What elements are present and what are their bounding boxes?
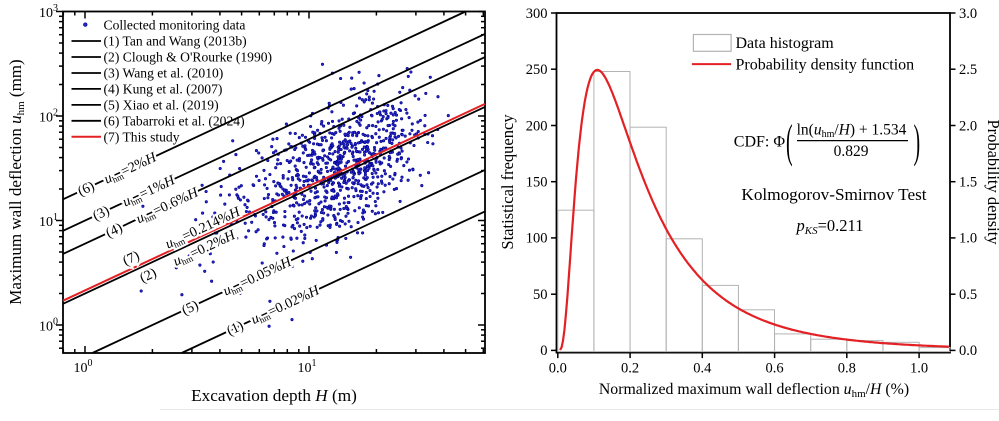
svg-text:103: 103 — [39, 3, 58, 21]
svg-text:Collected monitoring data: Collected monitoring data — [104, 18, 246, 33]
svg-text:(6): (6) — [75, 178, 97, 200]
svg-text:uhm=0.05%H: uhm=0.05%H — [221, 254, 295, 300]
svg-text:0.8: 0.8 — [838, 361, 856, 377]
svg-text:200: 200 — [526, 118, 548, 134]
svg-text:100: 100 — [39, 317, 58, 335]
svg-text:0: 0 — [540, 343, 547, 359]
svg-text:102: 102 — [39, 108, 58, 126]
svg-text:Probability density function: Probability density function — [736, 57, 915, 74]
svg-text:0.2: 0.2 — [621, 361, 639, 377]
svg-text:(: ( — [786, 115, 793, 167]
svg-text:(7): (7) — [120, 248, 142, 270]
svg-text:1.5: 1.5 — [959, 175, 977, 191]
svg-text:100: 100 — [74, 358, 93, 376]
svg-text:uhm=0.02%H: uhm=0.02%H — [249, 282, 323, 328]
svg-text:(3): (3) — [90, 203, 112, 225]
svg-text:300: 300 — [526, 6, 548, 22]
svg-text:101: 101 — [298, 358, 317, 376]
svg-text:0.6: 0.6 — [766, 361, 784, 377]
svg-text:Statistical frequency: Statistical frequency — [498, 114, 517, 250]
svg-text:Probability density: Probability density — [984, 119, 999, 245]
svg-text:1.0: 1.0 — [959, 231, 977, 247]
svg-text:(2): (2) — [137, 265, 159, 287]
svg-text:0.829: 0.829 — [834, 143, 869, 160]
svg-text:(1) Tan and Wang (2013b): (1) Tan and Wang (2013b) — [104, 34, 247, 50]
svg-text:): ) — [914, 115, 921, 167]
svg-text:(6) Tabarroki et al. (2024): (6) Tabarroki et al. (2024) — [104, 113, 245, 129]
svg-text:Maximum wall deflection uhm (m: Maximum wall deflection uhm (mm) — [6, 59, 27, 304]
svg-text:Excavation depth H (m): Excavation depth H (m) — [191, 386, 357, 405]
svg-text:0.5: 0.5 — [959, 287, 977, 303]
svg-text:(7) This study: (7) This study — [104, 129, 180, 145]
svg-text:Kolmogorov-Smirnov Test: Kolmogorov-Smirnov Test — [741, 185, 926, 204]
svg-text:ln(uhm/H) + 1.534: ln(uhm/H) + 1.534 — [797, 122, 907, 141]
svg-text:0.4: 0.4 — [693, 361, 712, 377]
svg-text:150: 150 — [526, 175, 548, 191]
svg-text:CDF: Φ: CDF: Φ — [734, 134, 786, 151]
svg-text:3.0: 3.0 — [959, 6, 977, 22]
svg-text:(3) Wang et al. (2010): (3) Wang et al. (2010) — [104, 66, 224, 82]
svg-text:2.0: 2.0 — [959, 118, 977, 134]
svg-text:2.5: 2.5 — [959, 62, 977, 78]
svg-text:(1): (1) — [224, 318, 246, 340]
svg-text:1.0: 1.0 — [910, 361, 928, 377]
svg-text:(2) Clough & O'Rourke (1990): (2) Clough & O'Rourke (1990) — [104, 50, 273, 66]
svg-text:100: 100 — [526, 231, 548, 247]
svg-text:50: 50 — [533, 287, 548, 303]
svg-text:pKS=0.211: pKS=0.211 — [796, 216, 864, 237]
svg-text:101: 101 — [39, 212, 58, 230]
svg-text:(4): (4) — [103, 220, 125, 242]
svg-text:Normalized maximum wall deflec: Normalized maximum wall deflection uhm/H… — [599, 381, 909, 400]
svg-text:0.0: 0.0 — [959, 343, 977, 359]
svg-text:(5): (5) — [179, 297, 201, 319]
svg-text:(5) Xiao et al. (2019): (5) Xiao et al. (2019) — [104, 98, 219, 114]
svg-text:(4) Kung et al. (2007): (4) Kung et al. (2007) — [104, 82, 223, 98]
svg-text:250: 250 — [526, 62, 548, 78]
svg-text:Data histogram: Data histogram — [736, 35, 835, 52]
svg-text:0.0: 0.0 — [549, 361, 567, 377]
